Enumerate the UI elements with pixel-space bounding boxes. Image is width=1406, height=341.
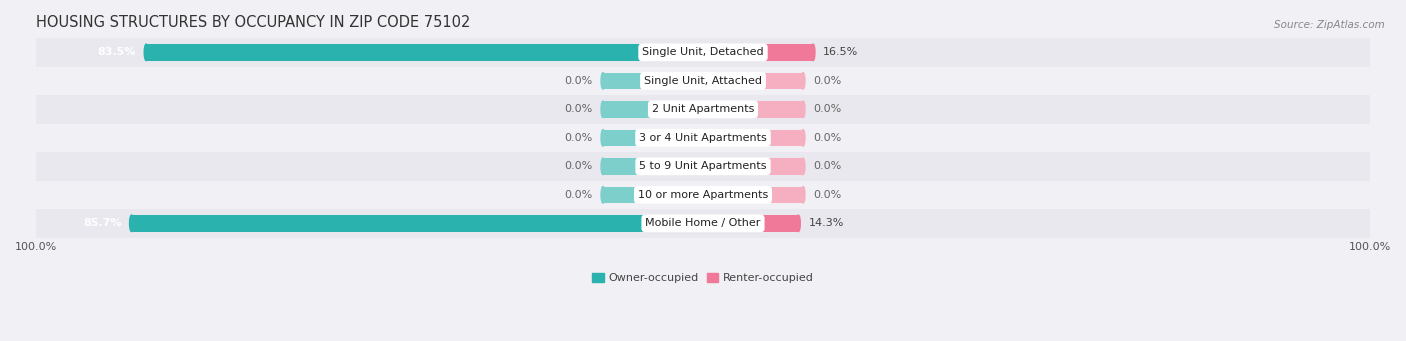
- Bar: [703, 101, 803, 118]
- Circle shape: [129, 215, 134, 232]
- Bar: [37, 181, 1369, 209]
- Text: 0.0%: 0.0%: [565, 190, 593, 200]
- Bar: [146, 44, 703, 61]
- Bar: [603, 158, 703, 175]
- Text: 0.0%: 0.0%: [813, 76, 841, 86]
- Circle shape: [600, 130, 605, 146]
- Circle shape: [600, 158, 605, 175]
- Text: 0.0%: 0.0%: [813, 104, 841, 114]
- Circle shape: [801, 158, 806, 175]
- Circle shape: [600, 101, 605, 118]
- Circle shape: [801, 187, 806, 203]
- Bar: [603, 130, 703, 146]
- Circle shape: [801, 101, 806, 118]
- Text: 16.5%: 16.5%: [823, 47, 858, 57]
- Bar: [703, 215, 799, 232]
- Text: 5 to 9 Unit Apartments: 5 to 9 Unit Apartments: [640, 161, 766, 171]
- Bar: [703, 44, 813, 61]
- Bar: [37, 152, 1369, 181]
- Bar: [703, 158, 803, 175]
- Text: Single Unit, Detached: Single Unit, Detached: [643, 47, 763, 57]
- Bar: [603, 73, 703, 89]
- Bar: [37, 95, 1369, 123]
- Circle shape: [145, 44, 148, 61]
- Text: Source: ZipAtlas.com: Source: ZipAtlas.com: [1274, 20, 1385, 30]
- Circle shape: [796, 215, 800, 232]
- Text: 14.3%: 14.3%: [808, 218, 844, 228]
- Text: 0.0%: 0.0%: [565, 133, 593, 143]
- Legend: Owner-occupied, Renter-occupied: Owner-occupied, Renter-occupied: [588, 269, 818, 288]
- Text: 10 or more Apartments: 10 or more Apartments: [638, 190, 768, 200]
- Text: 85.7%: 85.7%: [83, 218, 121, 228]
- Text: 0.0%: 0.0%: [813, 161, 841, 171]
- Bar: [132, 215, 703, 232]
- Bar: [603, 187, 703, 203]
- Text: 2 Unit Apartments: 2 Unit Apartments: [652, 104, 754, 114]
- Text: 3 or 4 Unit Apartments: 3 or 4 Unit Apartments: [640, 133, 766, 143]
- Text: 0.0%: 0.0%: [813, 190, 841, 200]
- Text: 0.0%: 0.0%: [565, 76, 593, 86]
- Bar: [703, 187, 803, 203]
- Text: Single Unit, Attached: Single Unit, Attached: [644, 76, 762, 86]
- Bar: [37, 66, 1369, 95]
- Bar: [603, 101, 703, 118]
- Text: 0.0%: 0.0%: [565, 161, 593, 171]
- Text: Mobile Home / Other: Mobile Home / Other: [645, 218, 761, 228]
- Bar: [37, 123, 1369, 152]
- Bar: [703, 130, 803, 146]
- Text: 83.5%: 83.5%: [98, 47, 136, 57]
- Bar: [37, 38, 1369, 66]
- Bar: [37, 209, 1369, 238]
- Circle shape: [801, 73, 806, 89]
- Text: 0.0%: 0.0%: [813, 133, 841, 143]
- Circle shape: [600, 187, 605, 203]
- Circle shape: [600, 73, 605, 89]
- Circle shape: [811, 44, 815, 61]
- Circle shape: [801, 130, 806, 146]
- Text: HOUSING STRUCTURES BY OCCUPANCY IN ZIP CODE 75102: HOUSING STRUCTURES BY OCCUPANCY IN ZIP C…: [37, 15, 471, 30]
- Bar: [703, 73, 803, 89]
- Text: 0.0%: 0.0%: [565, 104, 593, 114]
